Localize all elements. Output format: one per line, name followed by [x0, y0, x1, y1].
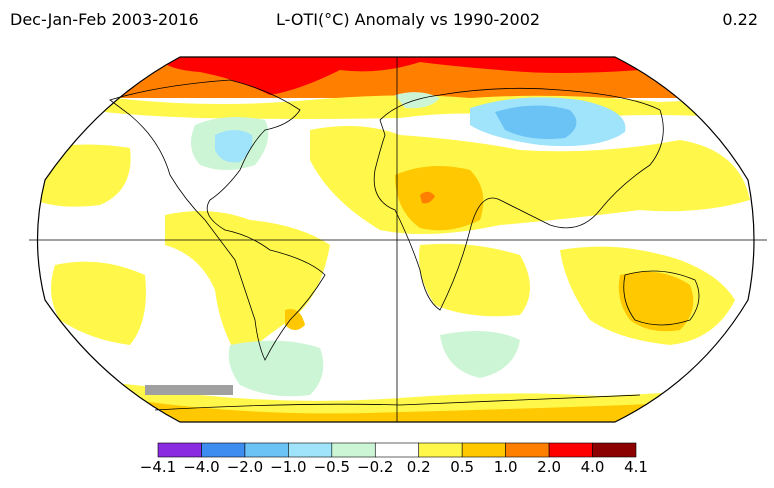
- colorbar-label: −4.1: [139, 458, 177, 476]
- colorbar-label: 4.1: [624, 458, 648, 476]
- colorbar-label: 0.5: [450, 458, 475, 476]
- colorbar-label: −2.0: [226, 458, 264, 476]
- colorbar-swatch: [288, 442, 333, 458]
- colorbar-swatch: [418, 442, 463, 458]
- colorbar-swatch: [157, 442, 202, 458]
- colorbar-label: −1.0: [270, 458, 307, 476]
- colorbar-label: −0.5: [313, 458, 351, 476]
- global-mean-value: 0.22: [722, 10, 758, 29]
- colorbar-label: 1.0: [493, 458, 518, 476]
- colorbar-label: 4.0: [580, 458, 605, 476]
- colorbar-swatch: [505, 442, 550, 458]
- colorbar-swatch: [331, 442, 376, 458]
- map-title: L-OTI(°C) Anomaly vs 1990-2002: [276, 10, 541, 29]
- anomaly-field: [37, 57, 754, 422]
- colorbar-swatch: [592, 442, 637, 458]
- colorbar: [157, 442, 637, 458]
- globe-outline-icon: [36, 56, 755, 423]
- period-label: Dec-Jan-Feb 2003-2016: [10, 10, 199, 29]
- colorbar-label: −4.0: [183, 458, 220, 476]
- colorbar-label: 2.0: [537, 458, 562, 476]
- coastline-icon: [109, 79, 700, 411]
- colorbar-label: −0.2: [357, 458, 394, 476]
- colorbar-swatch: [548, 442, 593, 458]
- colorbar-swatch: [374, 442, 420, 458]
- colorbar-swatch: [201, 442, 246, 458]
- colorbar-label: 0.2: [406, 458, 431, 476]
- colorbar-swatch: [244, 442, 289, 458]
- colorbar-swatch: [461, 442, 506, 458]
